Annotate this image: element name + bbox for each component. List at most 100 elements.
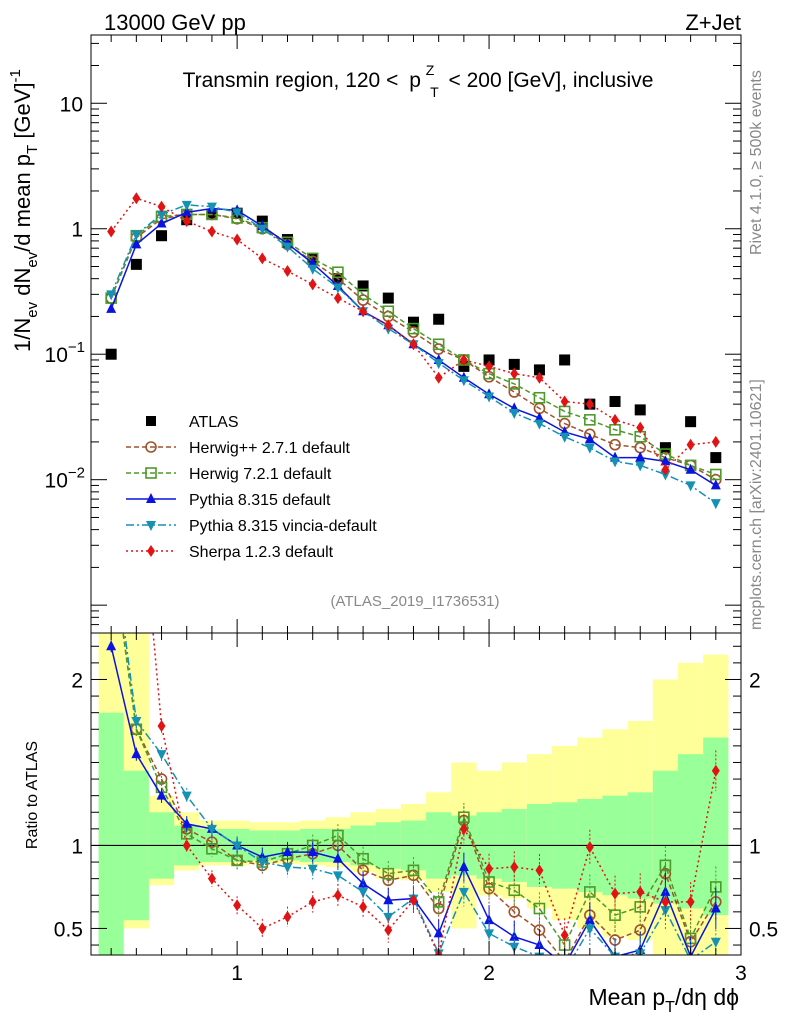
main-point-pythia-8-315-vincia-default (257, 224, 268, 235)
main-point-pythia-8-315-vincia-default (584, 443, 595, 454)
legend-label-sherpa-1-2-3-default: Sherpa 1.2.3 default (189, 544, 334, 561)
main-point-pythia-8-315-vincia-default (685, 481, 696, 492)
legend: ATLAS Herwig++ 2.7.1 default Herwig 7.2.1 … (126, 414, 377, 561)
main-point-pythia-8-315-default (710, 479, 721, 490)
main-point-herwig-7-2-1-default (584, 414, 596, 426)
main-point-sherpa-1-2-3-default (308, 278, 317, 291)
axis-ticks: 10 1 10−1 10−2 2 2 1 1 0.5 0.5 1 2 3 (45, 35, 778, 985)
ratio-point-herwig-7-2-1-default (432, 896, 445, 908)
main-point-sherpa-1-2-3-default (459, 353, 468, 366)
main-point-herwig-7-2-1-default (407, 322, 420, 335)
ratio-point-herwig-7-2-1-default (231, 854, 243, 867)
data-point-atlas (407, 316, 419, 328)
plot-title-p: p (409, 69, 421, 92)
legend-label-herwig-7-2-1-default: Herwig 7.2.1 default (189, 466, 332, 483)
ratio-y-axis-label: Ratio to ATLAS (24, 741, 41, 849)
main-point-sherpa-1-2-3-default (384, 319, 393, 332)
main-point-pythia-8-315-vincia-default (106, 290, 117, 301)
data-point-atlas (483, 354, 495, 366)
x-tick-label: 1 (231, 962, 243, 985)
main-point-herwig-2-7-1-default (483, 371, 495, 383)
main-point-pythia-8-315-vincia-default (156, 210, 167, 221)
ratio-point-herwig-7-2-1-default (609, 909, 621, 921)
ratio-point-sherpa-1-2-3-default (207, 872, 216, 885)
main-point-pythia-8-315-vincia-default (433, 359, 444, 370)
analysis-id-label: (ATLAS_2019_I1736531) (330, 593, 499, 610)
main-point-pythia-8-315-vincia-default (484, 392, 495, 403)
ratio-point-sherpa-1-2-3-default (359, 900, 368, 913)
ratio-point-pythia-8-315-default (307, 846, 318, 857)
ratio-point-herwig-7-2-1-default (659, 859, 672, 872)
main-point-sherpa-1-2-3-default (409, 338, 418, 351)
ratio-y-tick-label: 0.5 (54, 918, 83, 941)
ratio-point-pythia-8-315-vincia-default (358, 887, 369, 898)
main-point-pythia-8-315-vincia-default (635, 461, 646, 472)
main-point-sherpa-1-2-3-default (661, 463, 670, 476)
legend-marker-sherpa-1-2-3-default (147, 545, 155, 557)
ratio-point-pythia-8-315-vincia-default (560, 968, 570, 978)
main-y-tick-label: 1 (71, 219, 83, 242)
ratio-point-sherpa-1-2-3-default (384, 924, 393, 937)
ratio-point-pythia-8-315-default (383, 894, 394, 905)
ratio-point-pythia-8-315-default (534, 939, 545, 950)
main-point-sherpa-1-2-3-default (636, 421, 645, 434)
main-line-herwig-2-7-1-default (110, 213, 717, 481)
main-point-herwig-2-7-1-default (609, 438, 621, 451)
ratio-point-sherpa-1-2-3-default (409, 894, 418, 907)
main-point-pythia-8-315-default (106, 302, 117, 313)
rivet-version-label: Rivet 4.1.0, ≥ 500k events (748, 70, 765, 255)
main-point-pythia-8-315-default (584, 433, 595, 444)
data-point-atlas (458, 360, 470, 372)
ratio-point-herwig-2-7-1-default (106, 542, 116, 552)
main-point-sherpa-1-2-3-default (157, 200, 166, 213)
ratio-point-pythia-8-315-default (560, 959, 570, 969)
main-point-pythia-8-315-vincia-default (534, 419, 545, 430)
ratio-point-sherpa-1-2-3-default (661, 895, 670, 908)
ratio-point-herwig-7-2-1-default (407, 864, 420, 877)
ratio-point-herwig-7-2-1-default (206, 842, 218, 855)
ratio-point-pythia-8-315-vincia-default (307, 864, 318, 875)
data-point-atlas (508, 358, 520, 370)
ratio-point-pythia-8-315-default (710, 902, 721, 913)
plot-title: Transmin region, 120 < p Z T < 200 [GeV]… (183, 57, 654, 102)
main-y-axis-label: 1/Nev dNev/d mean pT [GeV]-1 (7, 69, 41, 352)
ratio-point-herwig-2-7-1-default (155, 773, 168, 785)
collision-energy-label: 13000 GeV pp (104, 10, 246, 35)
ratio-point-sherpa-1-2-3-default (333, 889, 342, 902)
ratio-point-sherpa-1-2-3-default (182, 839, 191, 852)
x-axis-label: Mean pT/dη dϕ (588, 984, 739, 1016)
ratio-point-herwig-7-2-1-default (106, 542, 116, 552)
band-inner-23 (678, 754, 704, 909)
main-point-herwig-7-2-1-default (432, 338, 445, 351)
ratio-point-herwig-2-7-1-default (560, 957, 570, 967)
main-point-pythia-8-315-vincia-default (710, 499, 721, 510)
ratio-y-tick-label-right: 2 (749, 669, 761, 692)
main-point-pythia-8-315-vincia-default (131, 230, 142, 241)
main-point-pythia-8-315-vincia-default (307, 264, 318, 275)
main-point-sherpa-1-2-3-default (510, 367, 519, 380)
ratio-panel-frame (90, 632, 742, 956)
legend-marker-pythia-8-315-default (146, 493, 156, 503)
ratio-point-pythia-8-315-vincia-default (509, 942, 520, 953)
ratio-point-herwig-7-2-1-default (458, 811, 470, 824)
legend-label-herwig-2-7-1-default: Herwig++ 2.7.1 default (189, 440, 351, 457)
main-point-sherpa-1-2-3-default (182, 215, 191, 228)
ratio-point-sherpa-1-2-3-default (686, 895, 695, 908)
plot-title-suffix: < 200 [GeV], inclusive (449, 69, 654, 92)
main-point-sherpa-1-2-3-default (711, 435, 720, 448)
ratio-point-sherpa-1-2-3-default (157, 719, 166, 732)
legend-marker-herwig-7-2-1-default (145, 467, 157, 479)
ratio-point-pythia-8-315-vincia-default (458, 887, 469, 898)
ratio-point-pythia-8-315-vincia-default (206, 824, 217, 835)
ratio-y-tick-label-right: 1 (749, 835, 761, 858)
main-point-pythia-8-315-vincia-default (509, 409, 520, 420)
ratio-y-tick-label: 2 (71, 669, 83, 692)
plot-title-sup: Z (426, 62, 435, 78)
ratio-point-pythia-8-315-vincia-default (131, 716, 142, 727)
ratio-point-pythia-8-315-default (156, 789, 167, 800)
mcplots-label: mcplots.cern.ch [arXiv:2401.10621] (748, 379, 765, 630)
ratio-point-pythia-8-315-vincia-default (232, 841, 243, 852)
ratio-point-sherpa-1-2-3-default (585, 841, 594, 854)
main-point-pythia-8-315-vincia-default (559, 432, 570, 443)
